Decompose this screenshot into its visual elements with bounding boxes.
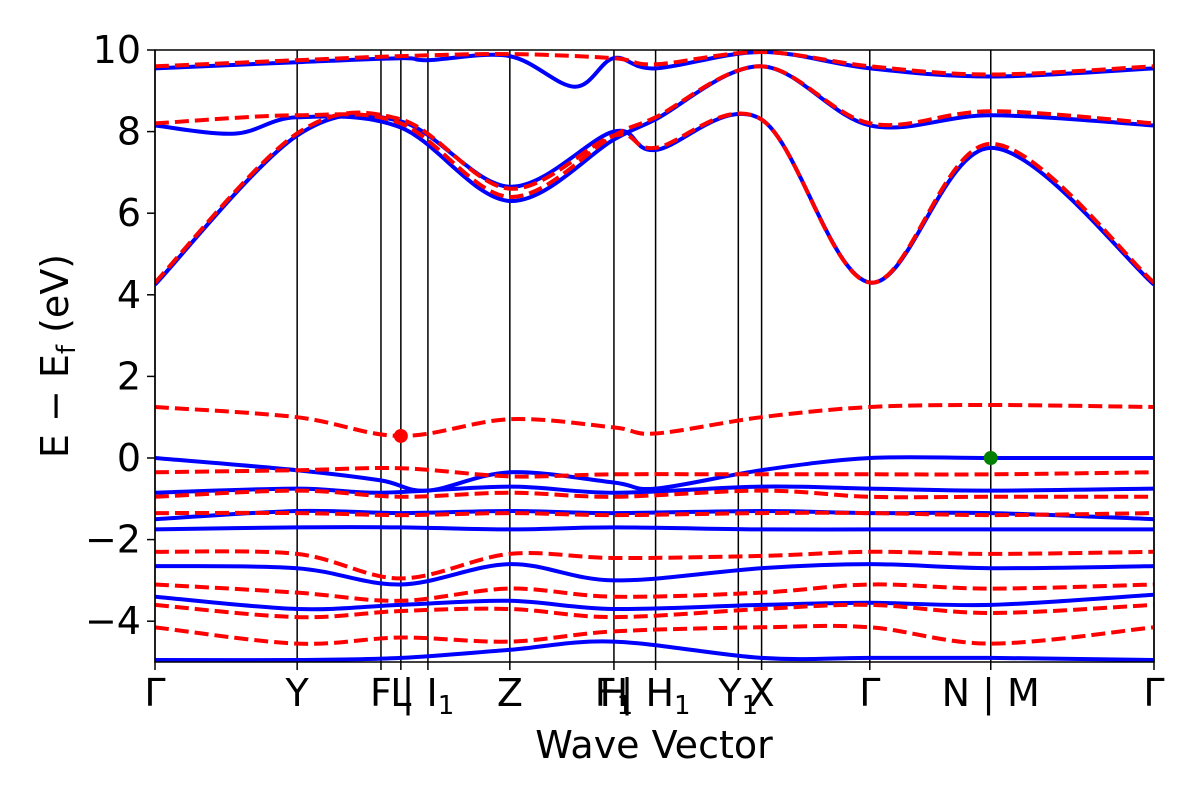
spin-down-band-10	[155, 110, 1154, 285]
spin-up-band-8	[155, 592, 1154, 612]
kpoint-label: Y1	[717, 671, 758, 721]
kpoint-label: H	[600, 671, 629, 715]
spin-up-band-6	[155, 525, 1154, 532]
y-tick-label: 6	[117, 191, 141, 235]
band-edge-markers	[393, 428, 998, 465]
y-axis-label-unit: (eV)	[33, 254, 77, 345]
kpoint-label: F	[370, 671, 392, 715]
plot-frame	[154, 49, 1155, 663]
spin-up-band-3	[155, 455, 1154, 493]
cbm-marker	[393, 428, 408, 443]
spin-down-band-12	[155, 50, 1154, 77]
y-tick-label: 10	[93, 28, 141, 72]
y-tick-label: −2	[85, 518, 141, 562]
kpoint-label: F1	[595, 671, 633, 721]
spin-up-band-9	[155, 639, 1154, 662]
y-tick-label: −4	[85, 599, 141, 643]
y-tick-label: 4	[117, 273, 141, 317]
kpoint-label: N | M	[942, 671, 1040, 716]
y-axis-label-subscript: f	[52, 344, 82, 354]
spin-up-band-2	[155, 50, 1154, 89]
band-lines	[155, 50, 1154, 662]
spin-down-band-16	[155, 510, 1154, 518]
kpoint-divider-lines	[154, 50, 1155, 662]
kpoint-label: Γ	[144, 671, 165, 715]
spin-down-band-13	[155, 403, 1154, 439]
kpoint-label: Z	[497, 671, 523, 715]
spin-down-band-17	[155, 549, 1154, 581]
spin-down-band-18	[155, 582, 1154, 603]
y-tick-label: 2	[117, 354, 141, 398]
y-axis-ticks: −4 −2 0 2 4 6 8 10	[85, 28, 155, 643]
spin-down-band-20	[155, 623, 1154, 646]
x-axis-label: Wave Vector	[535, 723, 773, 767]
kpoint-label: Y	[285, 671, 310, 715]
y-tick-label: 8	[117, 110, 141, 154]
spin-down-band-19	[155, 602, 1154, 620]
kpoint-label: Γ	[1143, 671, 1164, 715]
spin-up-band-5	[155, 508, 1154, 522]
kpoint-label: | H1	[621, 671, 691, 721]
y-axis-label: E − Ef (eV)	[33, 254, 82, 458]
x-axis-ticks: Γ Y FL| I1 Z F1H| H1 Y1X Γ N | M Γ	[144, 662, 1165, 721]
kpoint-label: Γ	[859, 671, 880, 715]
kpoint-label: | I1	[402, 671, 455, 721]
y-axis-label-main: E − E	[33, 354, 77, 458]
spin-down-band-15	[155, 488, 1154, 500]
spin-down-band-11	[155, 64, 1154, 199]
kpoint-label: X	[749, 671, 775, 715]
spin-up-band-7	[155, 562, 1154, 587]
y-tick-label: 0	[117, 436, 141, 480]
kpoint-label: L	[390, 671, 411, 715]
spin-down-band-14	[155, 465, 1154, 479]
vbm-marker	[983, 451, 998, 465]
